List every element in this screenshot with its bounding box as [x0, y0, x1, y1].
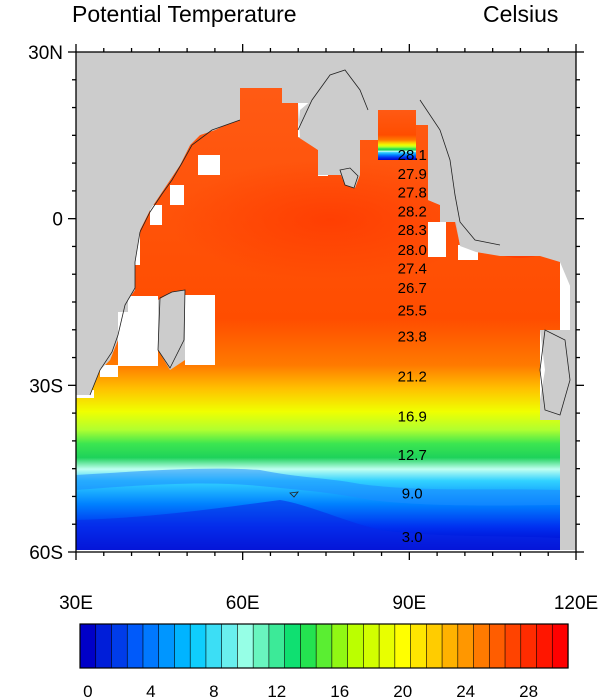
temperature-label: 12.7: [398, 447, 427, 464]
temperature-label: 9.0: [402, 486, 423, 503]
colorbar-swatch: [237, 623, 254, 669]
temperature-label: 25.5: [398, 302, 427, 319]
colorbar-swatch: [205, 623, 223, 669]
latitude-tick-labels: 30N 0 30S 60S: [28, 43, 63, 564]
colorbar-tick-label: 20: [393, 682, 412, 700]
temperature-label: 27.9: [398, 166, 427, 183]
lon-tick-label: 30E: [59, 593, 93, 614]
colorbar-swatch: [410, 623, 427, 669]
colorbar-swatch: [426, 623, 443, 669]
colorbar-swatch: [378, 623, 396, 669]
colorbar-swatch: [252, 623, 270, 669]
colorbar-tick-label: 16: [330, 682, 349, 700]
colorbar-swatch: [158, 623, 176, 669]
temperature-label: 27.4: [398, 261, 427, 278]
colorbar: 0 4 8 12 16 20 24 28: [79, 623, 569, 700]
colorbar-tick-label: 8: [209, 682, 218, 700]
temperature-label: 26.7: [398, 280, 427, 297]
lon-tick-label: 90E: [392, 593, 426, 614]
colorbar-swatch: [142, 623, 160, 669]
colorbar-tick-label: 4: [146, 682, 155, 700]
colorbar-swatch: [268, 623, 286, 669]
colorbar-swatch: [473, 623, 490, 669]
units-label: Celsius: [483, 1, 559, 27]
lat-tick-label: 30N: [28, 43, 63, 64]
land-masses: [76, 52, 576, 420]
temperature-label: 28.0: [398, 242, 427, 259]
temperature-label: 28.1: [398, 147, 427, 164]
colorbar-tick-labels: 0 4 8 12 16 20 24 28: [83, 682, 538, 700]
colorbar-tick-label: 24: [456, 682, 475, 700]
colorbar-swatch: [504, 623, 522, 669]
temperature-label: 21.2: [398, 368, 427, 385]
lat-tick-label: 30S: [29, 376, 63, 397]
colorbar-swatch: [347, 623, 364, 669]
colorbar-swatch: [300, 623, 317, 669]
colorbar-swatch: [457, 623, 475, 669]
colorbar-swatch: [488, 623, 506, 669]
colorbar-swatch: [363, 623, 380, 669]
colorbar-swatch: [126, 623, 144, 669]
longitude-tick-labels: 30E 60E 90E 120E: [59, 593, 598, 614]
colorbar-swatch: [520, 623, 538, 669]
lon-tick-label: 120E: [554, 593, 598, 614]
colorbar-swatch: [441, 623, 459, 669]
lat-tick-label: 60S: [29, 543, 63, 564]
colorbar-swatch: [394, 623, 412, 669]
coastlines: [89, 69, 571, 498]
colorbar-swatch: [111, 623, 128, 669]
temperature-label: 3.0: [402, 529, 423, 546]
colorbar-swatch: [95, 623, 113, 669]
temperature-label: 27.8: [398, 185, 427, 202]
lat-tick-label: 0: [52, 210, 63, 231]
colorbar-swatch: [79, 623, 97, 669]
temperature-label: 23.8: [398, 328, 427, 345]
colorbar-tick-label: 0: [83, 682, 92, 700]
colorbar-tick-label: 12: [267, 682, 286, 700]
colorbar-swatch: [221, 623, 239, 669]
map-plot-area: [76, 52, 576, 552]
colorbar-swatch: [315, 623, 333, 669]
colorbar-swatch: [284, 623, 301, 669]
colorbar-swatch: [331, 623, 349, 669]
temperature-label: 28.2: [398, 203, 427, 220]
temperature-annotations: 28.1 27.9 27.828.2 28.3 28.0 27.4 26.7 25.5 23.8…: [398, 147, 427, 546]
axis-tick-marks: [68, 44, 584, 560]
map-title: Potential Temperature: [72, 1, 297, 27]
colorbar-tick-label: 28: [519, 682, 538, 700]
colorbar-swatch: [551, 623, 569, 669]
lon-tick-label: 60E: [226, 593, 260, 614]
colorbar-frame: [79, 623, 569, 669]
colorbar-swatch: [189, 623, 207, 669]
temperature-label: 16.9: [398, 408, 427, 425]
temperature-label: 28.3: [398, 222, 427, 239]
colorbar-swatch: [174, 623, 191, 669]
colorbar-swatch: [536, 623, 553, 669]
